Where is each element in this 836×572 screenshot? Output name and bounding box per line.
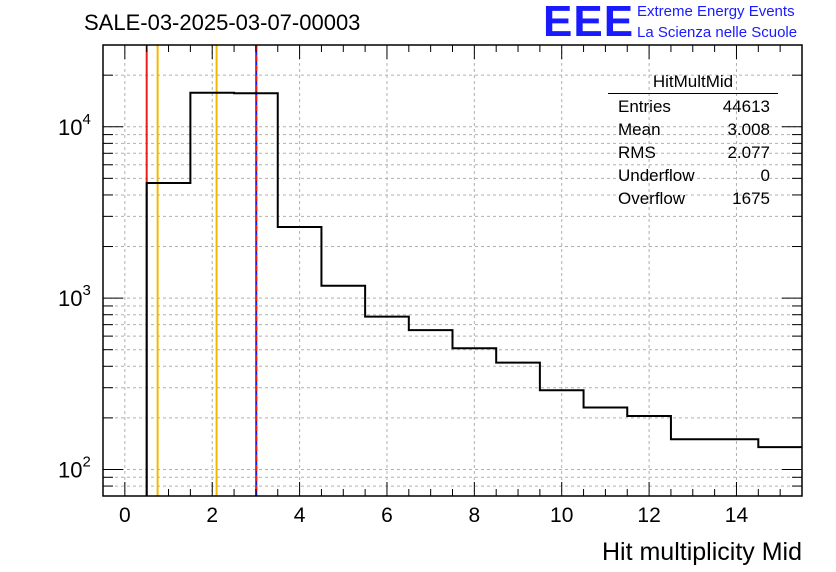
stats-value: 1675 <box>732 189 770 208</box>
x-tick-label: 0 <box>119 504 131 527</box>
x-tick-label: 4 <box>294 504 306 527</box>
grid-lines <box>103 44 802 497</box>
x-tick-label: 8 <box>469 504 481 527</box>
stats-row: Entries 44613 <box>608 95 778 118</box>
stats-label: RMS <box>618 143 656 162</box>
eee-logo: EEE <box>543 0 635 46</box>
x-tick-label: 14 <box>725 504 749 527</box>
logo-line-1: Extreme Energy Events <box>637 3 795 20</box>
stats-label: Entries <box>618 97 671 116</box>
y-tick-label: 103 <box>58 282 91 311</box>
stats-row: Underflow 0 <box>608 164 778 187</box>
y-tick-labels: 102 103 104 <box>58 111 91 483</box>
stats-title: HitMultMid <box>608 72 778 94</box>
y-tick-label: 104 <box>58 111 91 140</box>
stats-box: HitMultMid Entries 44613 Mean 3.008 RMS 2.077… <box>608 72 778 210</box>
x-tick-label: 6 <box>381 504 393 527</box>
stats-value: 3.008 <box>727 120 770 139</box>
stats-label: Mean <box>618 120 661 139</box>
chart-title: SALE-03-2025-03-07-00003 <box>84 10 361 35</box>
axis-ticks <box>102 44 803 497</box>
x-axis-title: Hit multiplicity Mid <box>602 538 802 566</box>
stats-value: 2.077 <box>727 143 770 162</box>
x-tick-label: 10 <box>550 504 573 527</box>
x-tick-label: 12 <box>637 504 660 527</box>
stats-label: Underflow <box>618 166 695 185</box>
y-tick-label: 102 <box>58 453 91 482</box>
histogram-outline <box>145 91 802 496</box>
stats-row: Mean 3.008 <box>608 118 778 141</box>
stats-value: 0 <box>760 166 770 185</box>
stats-label: Overflow <box>618 189 686 208</box>
stats-value: 44613 <box>722 97 770 116</box>
stats-row: RMS 2.077 <box>608 141 778 164</box>
stats-row: Overflow 1675 <box>608 187 778 210</box>
x-tick-label: 2 <box>206 504 218 527</box>
marker-lines <box>145 45 258 496</box>
x-tick-labels: 0 2 4 6 8 10 12 14 <box>119 504 748 527</box>
logo-line-2: La Scienza nelle Scuole <box>637 24 798 41</box>
